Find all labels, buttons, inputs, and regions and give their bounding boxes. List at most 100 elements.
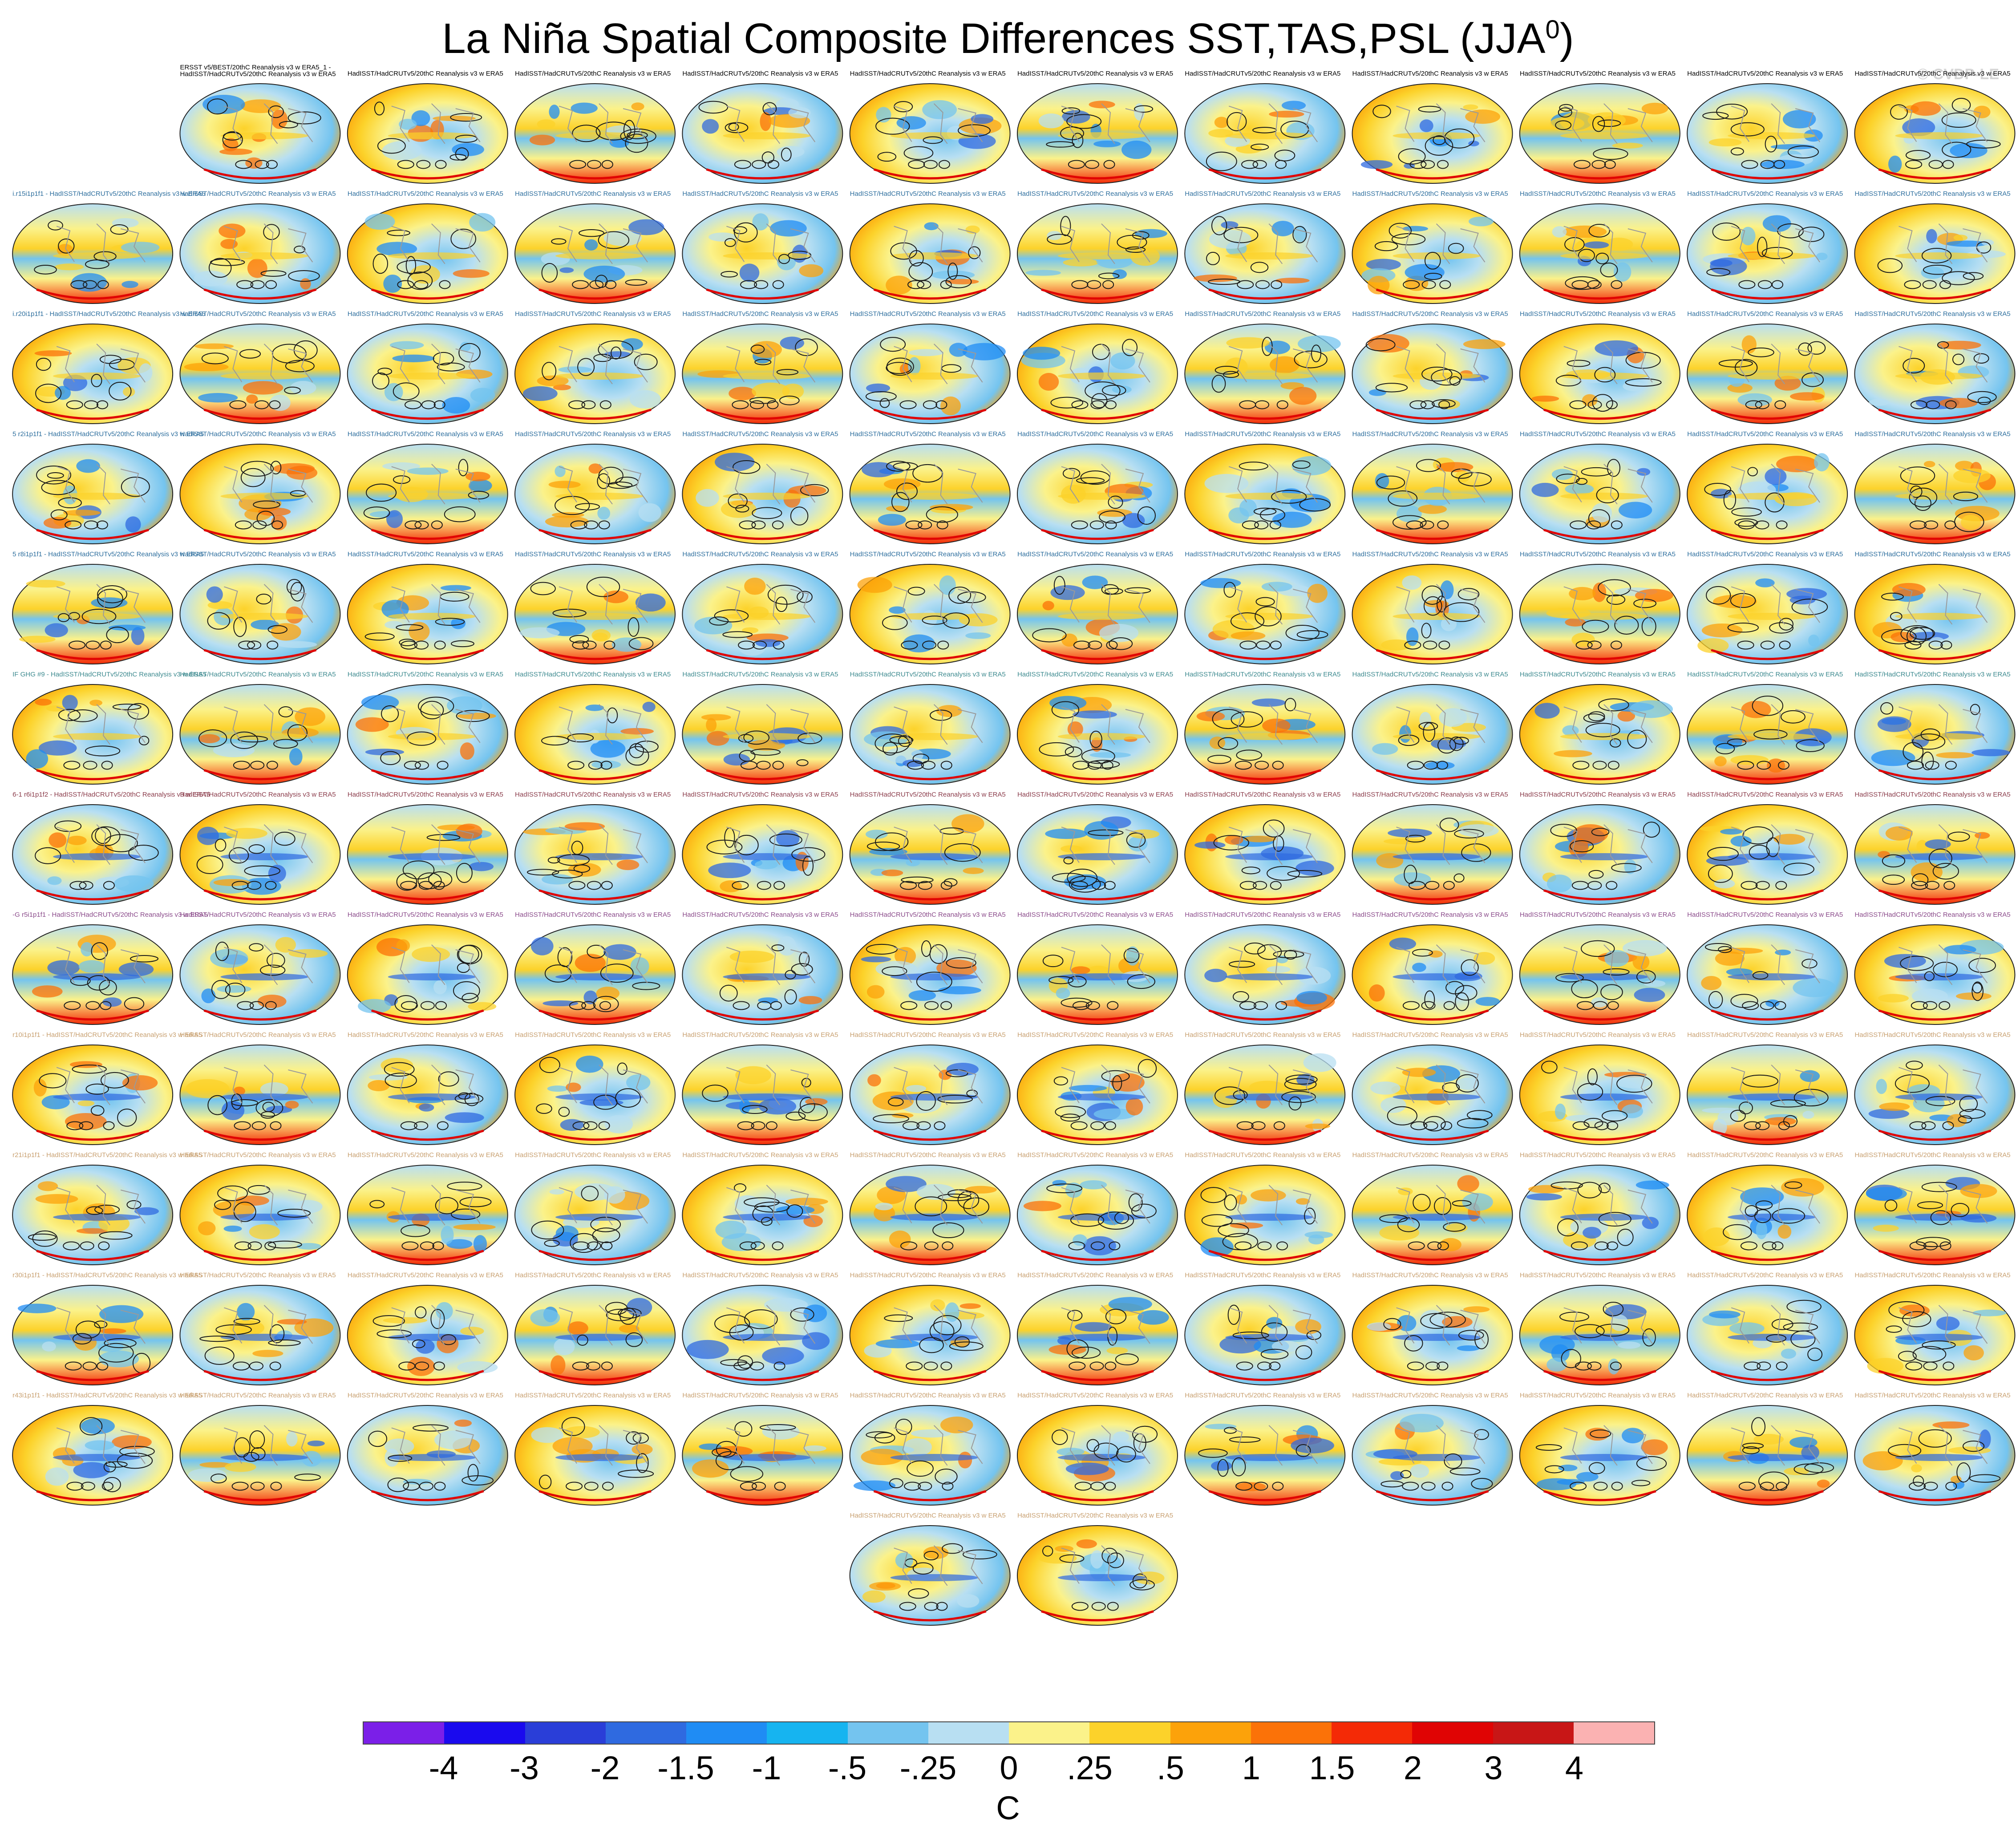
anomaly-patch [35,698,52,706]
continent-outline [391,824,481,865]
psl-contour [1127,974,1155,989]
map-panel: HadISST/HadCRUTv5/20thC Reanalysis v3 w … [347,1271,508,1385]
psl-contour [1592,394,1613,412]
psl-contour [87,975,110,991]
psl-contour [1124,587,1151,594]
anomaly-patch [798,996,822,1004]
anomaly-patch [1623,381,1645,391]
anomaly-patch [583,990,598,1004]
panel-label: HadISST/HadCRUTv5/20thC Reanalysis v3 w … [1687,1151,1843,1159]
psl-contour [1092,881,1106,890]
psl-contour [35,384,62,403]
panel-label: HadISST/HadCRUTv5/20thC Reanalysis v3 w … [180,1151,336,1159]
map-panel-grid: ERSST v5/BEST/20thC Reanalysis v3 w ERA5… [12,64,2016,1626]
panel-label: HadISST/HadCRUTv5/20thC Reanalysis v3 w … [850,430,1006,438]
psl-contour [1593,148,1628,160]
psl-contour [719,984,738,1002]
equatorial-band [1057,493,1146,500]
psl-contour [1911,1001,1928,1010]
psl-contour [922,640,937,650]
anomaly-patch [752,213,769,231]
continent-outline [894,1305,983,1346]
psl-contour [968,246,981,259]
anomaly-patch [32,985,63,998]
psl-contour [1924,971,1935,981]
continent-outline [559,1305,648,1346]
anomaly-patch [699,1443,722,1450]
anomaly-patch [1112,385,1132,394]
anomaly-patch [98,1350,139,1368]
antarctic-rim [1041,168,1154,180]
psl-contour [1765,492,1785,513]
psl-contour [1705,943,1732,951]
psl-contour [91,374,102,388]
psl-contour [104,1338,137,1348]
panel-label: HadISST/HadCRUTv5/20thC Reanalysis v3 w … [515,1392,671,1399]
psl-contour [1050,397,1084,409]
psl-contour [235,520,252,530]
equatorial-band [220,1214,309,1221]
colorbar-tick-label: -1 [752,1749,781,1786]
continent-outline [1228,464,1318,505]
psl-contour [433,352,454,365]
colorbar-tick-label: -2 [590,1749,620,1786]
psl-contour [1408,881,1425,890]
psl-contour [1132,231,1150,240]
anomaly-patch [558,366,592,373]
panel-label: HadISST/HadCRUTv5/20thC Reanalysis v3 w … [850,1512,1006,1519]
anomaly-patch [358,999,391,1013]
psl-contour [558,1107,570,1117]
psl-contour [28,1233,57,1241]
psl-contour [1886,1325,1902,1333]
psl-contour [1573,160,1591,169]
psl-contour [1588,711,1605,721]
anomaly-patch [433,115,476,121]
anomaly-patch [1235,144,1262,154]
psl-contour [924,1602,939,1611]
psl-contour [1771,1318,1793,1330]
psl-contour [1241,866,1261,874]
equatorial-band [388,1093,476,1101]
anomaly-patch [1554,750,1592,757]
anomaly-patch [895,947,916,965]
psl-contour [581,400,596,409]
equatorial-band [890,252,979,259]
antarctic-rim [203,529,317,540]
anomaly-patch [1528,1185,1564,1194]
panel-label: 5 r8i1p1f1 - HadISST/HadCRUTv5/20thC Rea… [12,551,204,558]
psl-contour [1898,1351,1917,1362]
psl-contour [569,635,589,644]
psl-contour [750,748,781,756]
anomaly-patch [1090,1550,1104,1569]
map-panel: HadISST/HadCRUTv5/20thC Reanalysis v3 w … [1854,911,2016,1025]
panel-label: HadISST/HadCRUTv5/20thC Reanalysis v3 w … [348,1031,503,1039]
anomaly-patch [186,1079,230,1098]
map-panel: HadISST/HadCRUTv5/20thC Reanalysis v3 w … [514,1151,676,1265]
continent-outline [894,824,983,865]
equatorial-band [555,613,644,620]
psl-contour [214,1199,231,1210]
map-panel: HadISST/HadCRUTv5/20thC Reanalysis v3 w … [1016,1151,1178,1265]
equatorial-band [1895,973,1984,980]
anomaly-patch [1963,1345,1984,1360]
psl-contour [1798,342,1812,356]
psl-contour [555,496,590,515]
psl-contour [393,382,420,401]
anomaly-patch [1194,274,1237,282]
psl-contour [1218,1223,1249,1238]
psl-contour [428,871,453,887]
anomaly-patch [289,748,303,766]
psl-contour [629,743,644,758]
psl-contour [1285,1074,1318,1085]
equatorial-band [1560,613,1648,620]
psl-contour [250,1482,265,1491]
anomaly-patch [85,1440,115,1450]
psl-contour [372,253,389,274]
psl-contour [916,1091,936,1111]
psl-contour [1607,1121,1619,1130]
anomaly-patch [545,515,589,528]
psl-contour [269,400,281,409]
psl-contour [752,160,766,169]
continent-outline [56,344,146,385]
equatorial-band [1393,853,1481,860]
